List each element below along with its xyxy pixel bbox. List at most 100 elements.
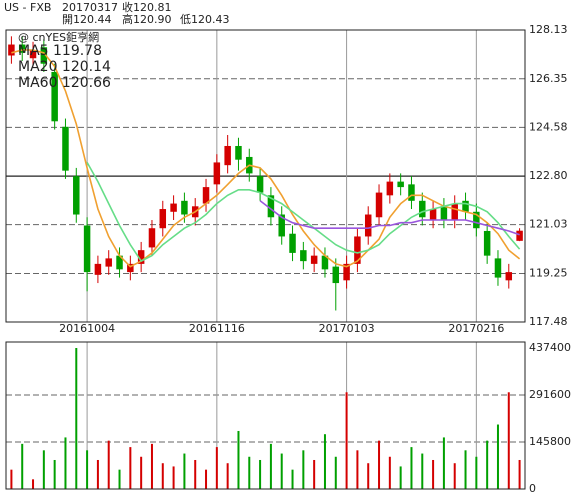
volume-bar xyxy=(183,453,186,489)
candle-body xyxy=(148,228,156,248)
candle-body xyxy=(235,145,242,160)
candle-body xyxy=(310,255,318,264)
volume-bar xyxy=(475,456,478,489)
candle-body xyxy=(73,176,80,215)
candle-body xyxy=(364,214,372,237)
volume-bar xyxy=(129,447,132,489)
volume-bar xyxy=(291,469,294,489)
y-tick-label: 122.80 xyxy=(529,169,568,182)
y-tick-label: 119.25 xyxy=(529,266,568,279)
y-tick-label: 117.48 xyxy=(529,315,568,328)
open-price: 開120.44 xyxy=(62,13,112,26)
volume-bar xyxy=(118,469,121,489)
candle-body xyxy=(440,206,448,221)
ma-line xyxy=(259,200,520,236)
volume-bar xyxy=(140,456,143,489)
price-frame xyxy=(5,29,526,323)
symbol: US - FXB xyxy=(4,1,51,14)
volume-bar xyxy=(10,469,13,489)
candle-body xyxy=(105,258,112,267)
candle-body xyxy=(116,255,123,270)
volume-bar xyxy=(432,459,435,489)
volume-bar xyxy=(53,459,56,489)
volume-bar xyxy=(496,424,499,489)
candle-body xyxy=(483,230,491,256)
candle-body xyxy=(51,71,58,122)
candle-body xyxy=(289,233,296,253)
volume-bar xyxy=(421,453,424,489)
y-tick-label: 128.13 xyxy=(529,23,568,36)
y-tick-label: 126.35 xyxy=(529,72,568,85)
candle-body xyxy=(408,184,415,201)
volume-bar xyxy=(21,443,24,489)
candle-body xyxy=(127,263,134,273)
candle-body xyxy=(321,255,329,270)
candle-body xyxy=(159,209,167,229)
low-price: 低120.43 xyxy=(180,13,230,26)
volume-bar xyxy=(161,463,164,489)
volume-bar xyxy=(518,459,521,489)
x-tick-label: 20161116 xyxy=(189,322,245,335)
legend-entry: MA20 120.14 xyxy=(18,59,111,75)
volume-bar xyxy=(399,466,402,489)
volume-bar xyxy=(86,450,89,489)
y-tick-label: 437400 xyxy=(529,341,571,354)
candle-body xyxy=(267,195,275,218)
ma-line xyxy=(86,162,521,263)
volume-bar xyxy=(96,459,99,489)
candle-body xyxy=(429,209,437,221)
y-tick-label: 145800 xyxy=(529,435,571,448)
volume-bar xyxy=(205,469,208,489)
candle-body xyxy=(419,200,426,218)
volume-bar xyxy=(32,479,35,489)
x-tick-label: 20170103 xyxy=(319,322,375,335)
x-tick-label: 20170216 xyxy=(448,322,504,335)
close-price: 收120.81 xyxy=(122,0,172,14)
candle-body xyxy=(505,272,513,281)
candle-body xyxy=(8,44,15,56)
candle-body xyxy=(278,214,285,237)
volume-bar xyxy=(64,437,67,489)
volume-bar xyxy=(345,392,348,489)
candle-body xyxy=(62,126,69,171)
volume-bar xyxy=(442,437,445,489)
volume-bar xyxy=(453,463,456,489)
volume-bar xyxy=(194,459,197,489)
candle-body xyxy=(83,225,91,273)
candle-body xyxy=(224,145,231,166)
candle-body xyxy=(494,258,502,278)
candle-body xyxy=(386,181,394,196)
candle-body xyxy=(343,263,350,281)
volume-bar xyxy=(486,440,489,489)
candle-body xyxy=(354,236,361,264)
x-tick-label: 20161004 xyxy=(59,322,115,335)
candle-body xyxy=(332,266,340,284)
volume-bar xyxy=(378,440,381,489)
volume-bar xyxy=(334,456,337,489)
volume-bar xyxy=(237,430,240,489)
legend-entry: MA60 120.66 xyxy=(18,75,111,91)
volume-bar xyxy=(172,466,175,489)
volume-bar xyxy=(226,463,229,489)
volume-bar xyxy=(356,450,359,489)
volume-bar xyxy=(280,453,283,489)
y-tick-label: 121.03 xyxy=(529,218,568,231)
legend-entry: MA5 119.78 xyxy=(18,43,102,59)
date: 20170317 xyxy=(62,1,118,14)
volume-bar xyxy=(507,392,510,489)
high-price: 高120.90 xyxy=(122,12,172,26)
marks xyxy=(8,36,523,489)
volume-bar xyxy=(107,440,110,489)
volume-bar xyxy=(323,434,326,489)
volume-bar xyxy=(388,456,391,489)
candle-body xyxy=(213,162,221,185)
candle-body xyxy=(300,250,307,262)
y-tick-label: 124.58 xyxy=(529,120,568,133)
candle-body xyxy=(516,230,523,241)
candle-body xyxy=(40,47,48,64)
candle-body xyxy=(29,50,37,59)
candle-body xyxy=(397,181,404,188)
volume-bar xyxy=(269,443,272,489)
candle-body xyxy=(256,176,264,193)
